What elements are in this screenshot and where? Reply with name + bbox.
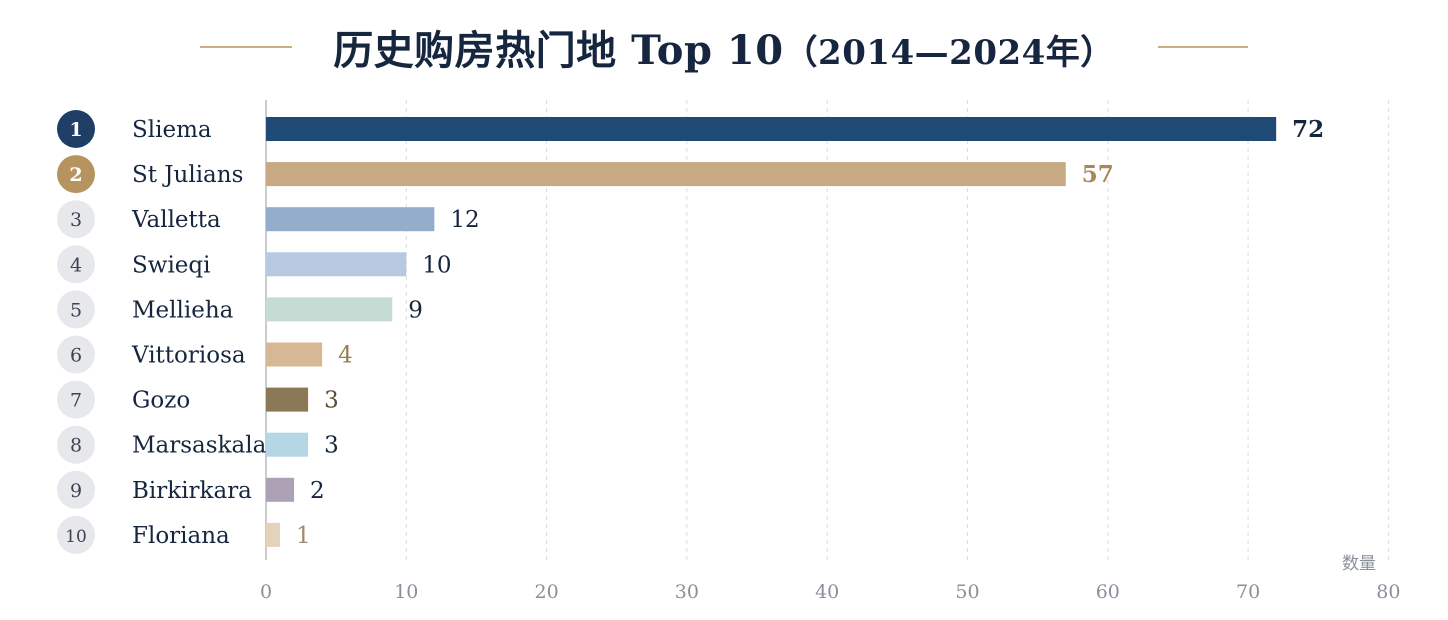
rank-number: 3 xyxy=(70,209,82,231)
chart-title-main: 历史购房热门地 Top 10 xyxy=(333,27,784,74)
value-label: 3 xyxy=(324,388,339,414)
category-label: Vittoriosa xyxy=(131,343,246,369)
rank-badge xyxy=(57,515,95,554)
x-tick-label: 60 xyxy=(1096,581,1120,603)
rank-badge xyxy=(57,290,95,329)
rank-number: 7 xyxy=(70,390,82,412)
bar xyxy=(266,207,435,232)
rank-badge xyxy=(57,380,95,419)
x-tick-label: 30 xyxy=(675,581,699,603)
x-tick-labels: 0 10 20 30 40 50 60 70 80 xyxy=(260,581,1401,603)
value-label: 57 xyxy=(1082,161,1114,188)
rank-badge xyxy=(57,470,95,509)
value-label: 12 xyxy=(450,207,479,233)
rank-badge xyxy=(57,200,95,239)
x-tick-label: 0 xyxy=(260,581,272,603)
chart-title: 历史购房热门地 Top 10（2014—2024年） xyxy=(300,18,1148,76)
x-tick-label: 10 xyxy=(394,581,418,603)
value-label: 9 xyxy=(408,297,423,323)
rank-badge xyxy=(57,110,95,148)
rank-number: 8 xyxy=(70,435,82,457)
category-label: Sliema xyxy=(132,117,212,143)
rank-number: 2 xyxy=(69,164,82,186)
category-label: Birkirkara xyxy=(132,478,252,504)
value-label: 1 xyxy=(296,523,311,549)
category-label: St Julians xyxy=(132,162,243,188)
value-label: 10 xyxy=(422,252,451,278)
bar xyxy=(266,297,393,322)
bar xyxy=(266,477,295,502)
value-label: 4 xyxy=(338,343,353,369)
title-decor-line-right xyxy=(1158,46,1248,48)
category-labels: 1 Sliema 2 St Julians 3 Valletta 4 Swieqi 5 Melli… xyxy=(57,110,267,554)
category-label: Valletta xyxy=(131,207,221,233)
rank-number: 6 xyxy=(70,345,82,367)
bar xyxy=(266,432,309,457)
value-label: 3 xyxy=(324,433,339,459)
x-axis-unit-label: 数量 xyxy=(1342,554,1376,574)
bar xyxy=(266,162,1066,187)
title-decor-line-left xyxy=(200,46,292,48)
bar xyxy=(266,117,1277,141)
bars xyxy=(266,117,1277,547)
category-label: Floriana xyxy=(132,523,230,549)
x-tick-label: 70 xyxy=(1236,581,1260,603)
rank-number: 5 xyxy=(70,299,82,321)
category-label: Gozo xyxy=(132,388,190,414)
x-tick-label: 20 xyxy=(535,581,559,603)
x-tick-label: 80 xyxy=(1376,581,1400,603)
rank-badge xyxy=(57,335,95,374)
bar xyxy=(266,252,407,277)
x-tick-label: 40 xyxy=(815,581,839,603)
bar xyxy=(266,522,281,547)
bar xyxy=(266,387,309,412)
x-tick-label: 50 xyxy=(955,581,979,603)
rank-badge xyxy=(57,425,95,464)
rank-badge xyxy=(57,155,95,194)
rank-number: 1 xyxy=(69,119,82,141)
bar xyxy=(266,342,323,367)
chart-title-area: 历史购房热门地 Top 10（2014—2024年） xyxy=(0,0,1448,92)
rank-badge xyxy=(57,245,95,284)
rank-number: 4 xyxy=(70,254,82,276)
value-labels: 72 57 12 10 9 4 3 3 2 1 xyxy=(296,116,1324,549)
category-label: Mellieha xyxy=(132,297,234,323)
value-label: 72 xyxy=(1292,116,1324,143)
value-label: 2 xyxy=(310,478,325,504)
rank-number: 9 xyxy=(70,480,82,502)
rank-number: 10 xyxy=(65,527,87,547)
chart-title-range: （2014—2024年） xyxy=(783,33,1115,73)
category-label: Marsaskala xyxy=(132,433,267,459)
category-label: Swieqi xyxy=(132,252,211,278)
